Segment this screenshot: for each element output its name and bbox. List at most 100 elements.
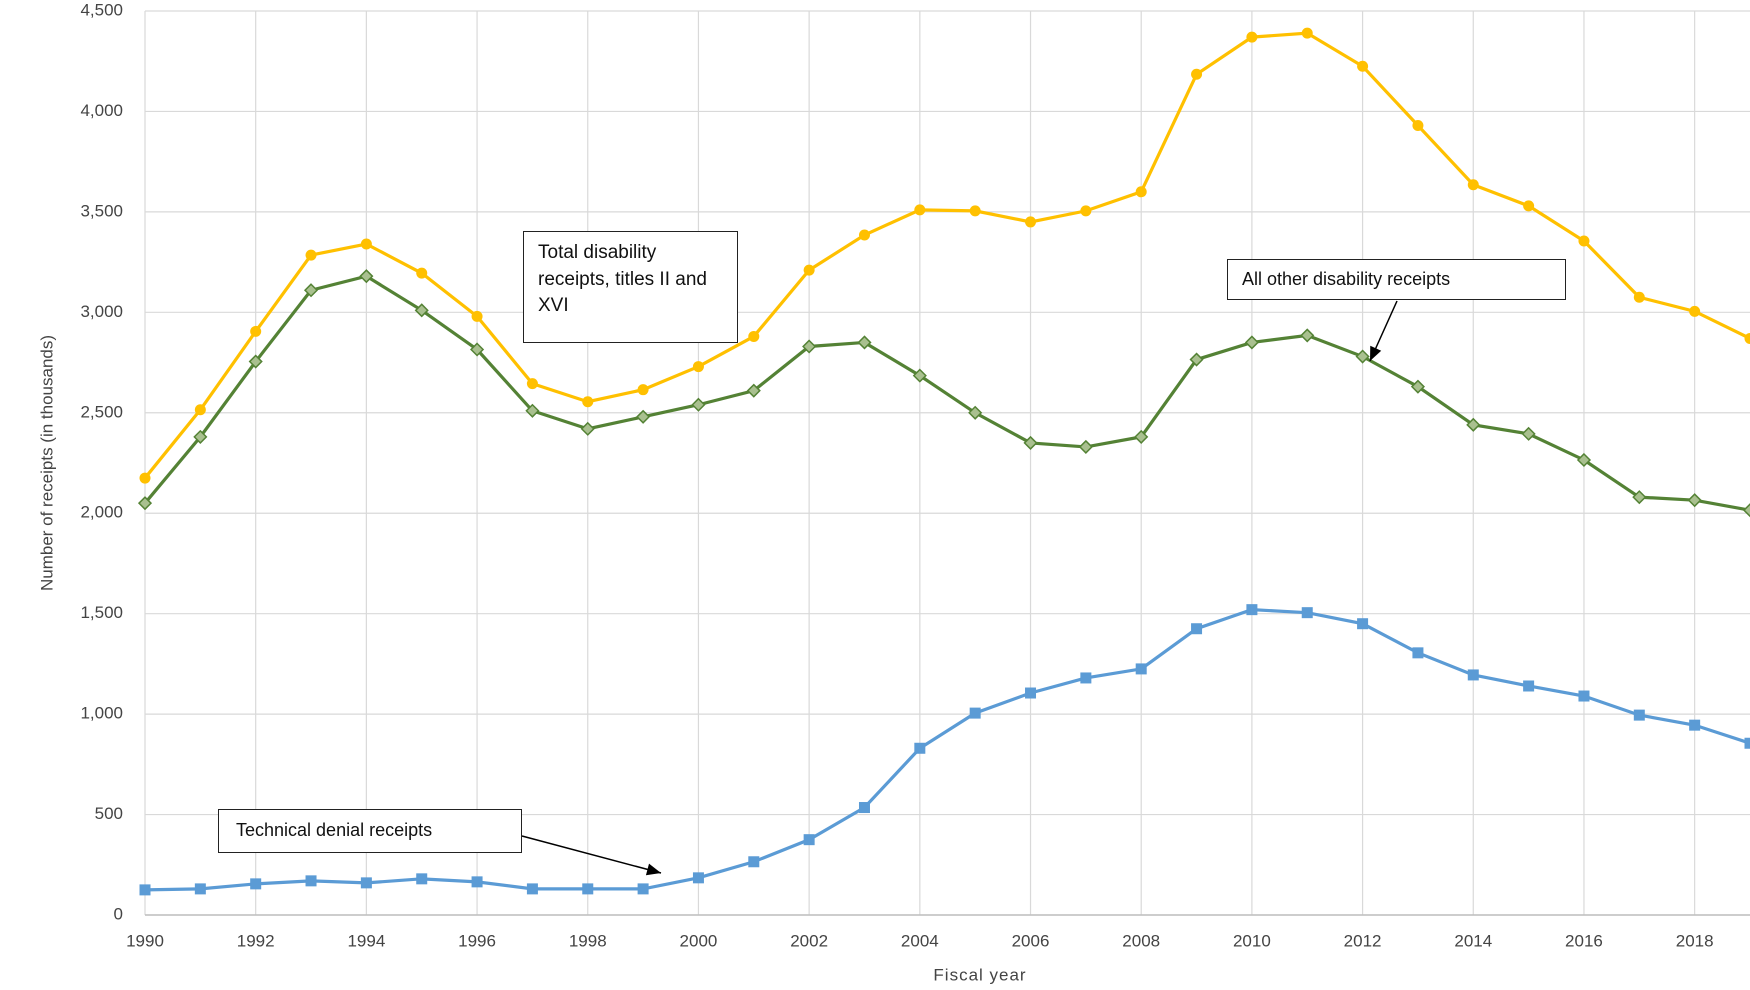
point [1521,426,1536,441]
point [582,883,594,895]
arrow-head [645,863,661,876]
point [1578,690,1590,702]
x-tick-label: 2004 [901,931,939,950]
point [1466,417,1481,432]
annotation: All other disability receipts [1227,259,1566,300]
x-tick-label: 2012 [1344,931,1382,950]
point [803,264,815,276]
point [1523,200,1535,212]
point [1246,604,1258,616]
annotation: Total disability receipts, titles II and… [523,231,738,343]
point [969,707,981,719]
point [746,383,761,398]
x-tick-label: 2002 [790,931,828,950]
y-tick-label: 1,000 [80,704,123,723]
y-tick-label: 4,500 [80,0,123,19]
point [194,883,206,895]
point [1080,672,1092,684]
point [471,310,483,322]
x-tick-label: 2016 [1565,931,1603,950]
point [857,335,872,350]
point [416,873,428,885]
point [139,884,151,896]
point [692,361,704,373]
x-tick-label: 1990 [126,931,164,950]
series-line [144,608,1750,892]
point [1135,663,1147,675]
point [1578,235,1590,247]
point [137,496,153,511]
point [1189,352,1204,367]
point [858,229,870,241]
point [1467,179,1479,191]
point [360,877,372,889]
point [194,404,206,416]
point [969,205,981,217]
point [250,325,262,337]
point [193,429,208,444]
point [360,238,372,250]
point [748,330,760,342]
arrow [521,835,662,874]
point [1689,305,1701,317]
point [139,472,151,484]
point [1301,27,1313,39]
x-tick-label: 1996 [458,931,496,950]
point [1633,709,1645,721]
point [471,876,483,888]
point [637,883,649,895]
x-tick-label: 2008 [1122,931,1160,950]
point [858,802,870,814]
x-tick-label: 2014 [1454,931,1492,950]
point [416,267,428,279]
x-axis-label: Fiscal year [933,965,1026,984]
point [1246,31,1258,43]
point [1744,332,1750,344]
point [1134,429,1149,444]
point [1633,291,1645,303]
point [470,342,485,357]
point [1301,607,1313,619]
y-tick-label: 0 [114,904,123,923]
point [1023,435,1038,450]
y-tick-label: 500 [95,804,123,823]
point [1689,719,1701,731]
point [1687,493,1702,508]
x-tick-label: 2010 [1233,931,1271,950]
point [303,283,319,298]
point [250,878,262,890]
point [359,269,374,284]
x-tick-label: 2000 [680,931,718,950]
point [1244,335,1259,350]
point [968,405,983,420]
x-tick-label: 2006 [1012,931,1050,950]
point [636,409,651,424]
point [1025,216,1037,228]
point [1357,618,1369,630]
point [1135,186,1147,198]
point [1412,120,1424,132]
point [525,403,540,418]
point [1078,439,1093,454]
point [305,249,317,261]
point [637,384,649,396]
point [803,834,815,846]
x-tick-label: 1994 [347,931,385,950]
y-tick-label: 2,000 [80,503,123,522]
point [1355,349,1370,364]
point [1576,452,1592,468]
point [1410,379,1425,394]
point [1742,503,1750,518]
arrow-head [1370,345,1382,361]
point [1744,737,1750,749]
point [1025,687,1037,699]
point [1523,680,1535,692]
point [582,396,594,408]
point [414,303,429,318]
y-tick-label: 2,500 [80,402,123,421]
point [526,883,538,895]
point [1357,60,1369,72]
x-tick-label: 1992 [237,931,275,950]
